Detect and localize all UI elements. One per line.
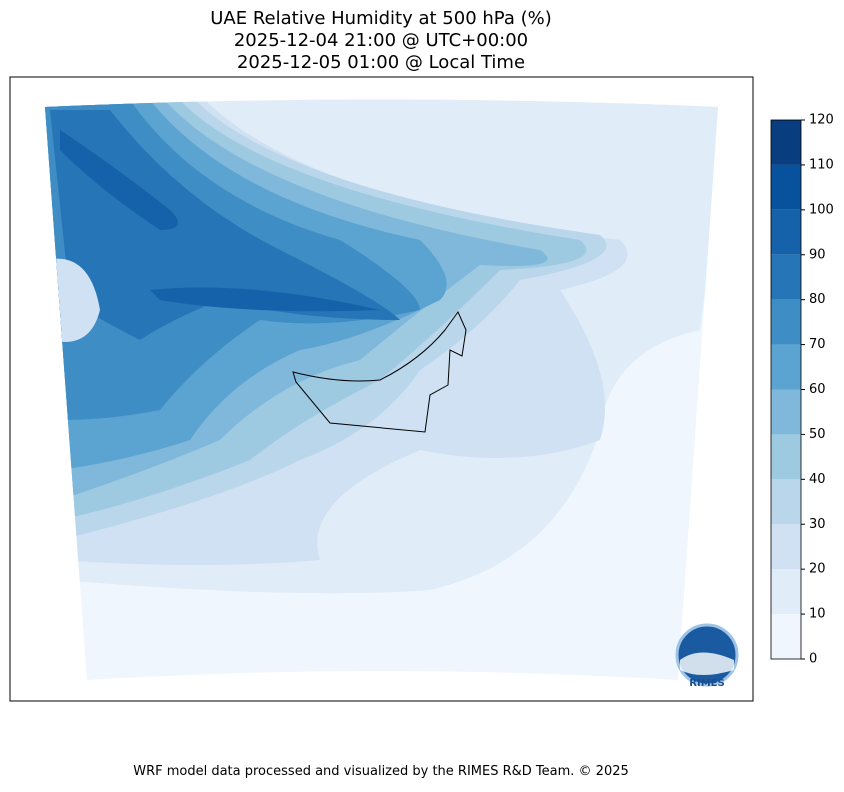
contour bbox=[50, 110, 400, 340]
title-line: UAE Relative Humidity at 500 hPa (%) bbox=[210, 8, 551, 29]
colorbar-band bbox=[771, 120, 801, 165]
colorbar-band bbox=[771, 614, 801, 659]
colorbar-band bbox=[771, 209, 801, 255]
footer: WRF model data processed and visualized … bbox=[133, 764, 629, 779]
colorbar-tick-label: 30 bbox=[809, 517, 826, 532]
rimes-logo: RIMES bbox=[675, 623, 739, 689]
colorbar: 0 10 20 30 40 50 60 70 80 90 100 110 120 bbox=[770, 113, 834, 667]
colorbar-band bbox=[771, 389, 801, 435]
colorbar-tick-label: 90 bbox=[809, 247, 826, 262]
colorbar-band bbox=[771, 164, 801, 210]
colorbar-tick-label: 60 bbox=[809, 382, 826, 397]
colorbar-tick-label: 10 bbox=[809, 607, 826, 622]
colorbar-tick-label: 100 bbox=[809, 202, 834, 217]
colorbar-tick-label: 110 bbox=[809, 157, 834, 172]
colorbar-tick-label: 50 bbox=[809, 427, 826, 442]
title-line: 2025-12-05 01:00 @ Local Time bbox=[237, 52, 525, 73]
colorbar-tick-label: 80 bbox=[809, 292, 826, 307]
colorbar-band bbox=[771, 434, 801, 480]
colorbar-tick-label: 20 bbox=[809, 562, 826, 577]
colorbar-band bbox=[771, 479, 801, 525]
colorbar-band bbox=[771, 524, 801, 570]
humidity-field bbox=[45, 99, 718, 680]
colorbar-band bbox=[771, 254, 801, 300]
colorbar-tick-label: 0 bbox=[809, 652, 817, 667]
title-line: 2025-12-04 21:00 @ UTC+00:00 bbox=[234, 30, 528, 51]
uae-border bbox=[292, 311, 467, 433]
colorbar-tick-label: 40 bbox=[809, 472, 826, 487]
colorbar-band bbox=[771, 344, 801, 390]
logo-wave bbox=[680, 652, 734, 675]
colorbar-tick-label: 120 bbox=[809, 113, 834, 128]
logo-text: RIMES bbox=[689, 678, 724, 689]
colorbar-tick-label: 70 bbox=[809, 337, 826, 352]
colorbar-band bbox=[771, 569, 801, 615]
colorbar-band bbox=[771, 299, 801, 345]
